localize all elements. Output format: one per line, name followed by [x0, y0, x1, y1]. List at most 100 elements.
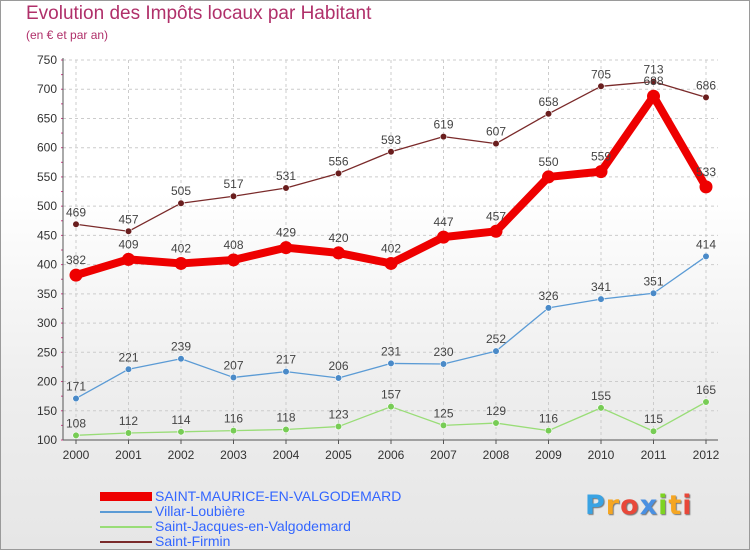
data-point [282, 368, 290, 376]
logo-letter: i [658, 490, 669, 521]
x-tick-label: 2006 [378, 448, 405, 462]
x-tick-label: 2001 [115, 448, 142, 462]
proxiti-logo: Proxiti [585, 490, 693, 521]
x-tick-label: 2009 [535, 448, 562, 462]
data-label: 157 [381, 388, 401, 402]
data-label: 165 [696, 383, 716, 397]
data-label: 533 [696, 165, 716, 179]
y-tick-label: 350 [37, 287, 57, 301]
data-label: 686 [696, 78, 716, 92]
x-tick-label: 2002 [168, 448, 195, 462]
data-label: 505 [171, 184, 191, 198]
y-tick-label: 750 [37, 53, 57, 67]
data-point [544, 110, 553, 118]
data-label: 221 [118, 350, 138, 364]
data-label: 429 [276, 226, 296, 240]
data-point [699, 180, 713, 194]
data-label: 341 [591, 280, 611, 294]
y-tick-label: 550 [37, 170, 57, 184]
data-point [702, 252, 710, 261]
x-tick-label: 2010 [588, 448, 615, 462]
x-tick-label: 2007 [430, 448, 457, 462]
x-tick-label: 2011 [641, 448, 667, 462]
data-label: 402 [171, 241, 191, 255]
data-point [439, 421, 448, 429]
legend-swatch [100, 526, 152, 528]
data-label: 607 [486, 125, 506, 139]
data-label: 469 [66, 205, 86, 219]
x-tick-label: 2000 [63, 448, 90, 462]
legend-swatch [100, 492, 152, 501]
data-point [124, 227, 133, 235]
data-point [227, 253, 240, 267]
data-point [72, 394, 80, 403]
legend-swatch [100, 541, 152, 543]
data-point [489, 224, 503, 238]
y-tick-label: 450 [37, 228, 57, 242]
data-label: 129 [486, 404, 506, 418]
x-tick-label: 2003 [220, 448, 247, 462]
data-point [384, 256, 398, 270]
data-point [124, 365, 133, 373]
data-label: 217 [276, 353, 296, 367]
data-point [702, 398, 710, 406]
data-label: 252 [486, 332, 506, 346]
y-tick-label: 200 [37, 375, 57, 389]
legend-swatch [100, 511, 152, 513]
data-point [542, 170, 555, 184]
data-label: 414 [696, 237, 716, 251]
data-point [174, 256, 188, 270]
data-point [649, 427, 658, 435]
data-label: 559 [591, 150, 611, 164]
data-label: 171 [66, 379, 86, 393]
data-label: 118 [276, 410, 295, 424]
chart-title: Evolution des Impôts locaux par Habitant [26, 3, 372, 24]
data-point [649, 78, 658, 86]
data-point [122, 252, 135, 266]
data-label: 457 [118, 212, 138, 226]
data-point [229, 373, 238, 382]
data-point [492, 140, 500, 148]
data-label: 116 [224, 412, 243, 426]
data-point [177, 199, 185, 207]
legend-label: Villar-Loubière [155, 503, 246, 519]
data-point [702, 93, 710, 102]
data-label: 116 [539, 412, 558, 426]
data-point [72, 431, 80, 439]
data-point [492, 347, 500, 355]
data-label: 688 [643, 74, 663, 88]
y-tick-label: 150 [37, 404, 57, 418]
y-tick-label: 600 [37, 141, 57, 155]
y-tick-label: 500 [37, 199, 57, 213]
logo-letter: r [605, 490, 621, 521]
data-point [177, 428, 185, 436]
data-point [544, 304, 553, 312]
data-point [492, 419, 500, 427]
data-point [439, 360, 448, 368]
data-label: 658 [538, 95, 558, 109]
data-label: 155 [591, 389, 611, 403]
data-label: 402 [381, 241, 401, 255]
data-point [69, 268, 83, 282]
data-label: 108 [66, 416, 86, 430]
data-point [387, 359, 395, 368]
data-point [597, 82, 605, 90]
logo-letter: o [620, 490, 640, 521]
data-label: 420 [328, 231, 348, 245]
data-label: 123 [328, 408, 348, 422]
data-point [124, 429, 133, 437]
data-label: 125 [433, 406, 453, 420]
data-label: 550 [538, 155, 558, 169]
data-point [334, 374, 343, 382]
data-label: 231 [381, 344, 401, 358]
data-label: 230 [433, 345, 453, 359]
data-label: 382 [66, 253, 86, 267]
x-tick-label: 2012 [693, 448, 720, 462]
x-tick-label: 2008 [483, 448, 510, 462]
data-label: 705 [591, 67, 611, 81]
data-point [594, 165, 608, 179]
data-label: 112 [119, 414, 138, 428]
data-label: 408 [223, 238, 243, 252]
